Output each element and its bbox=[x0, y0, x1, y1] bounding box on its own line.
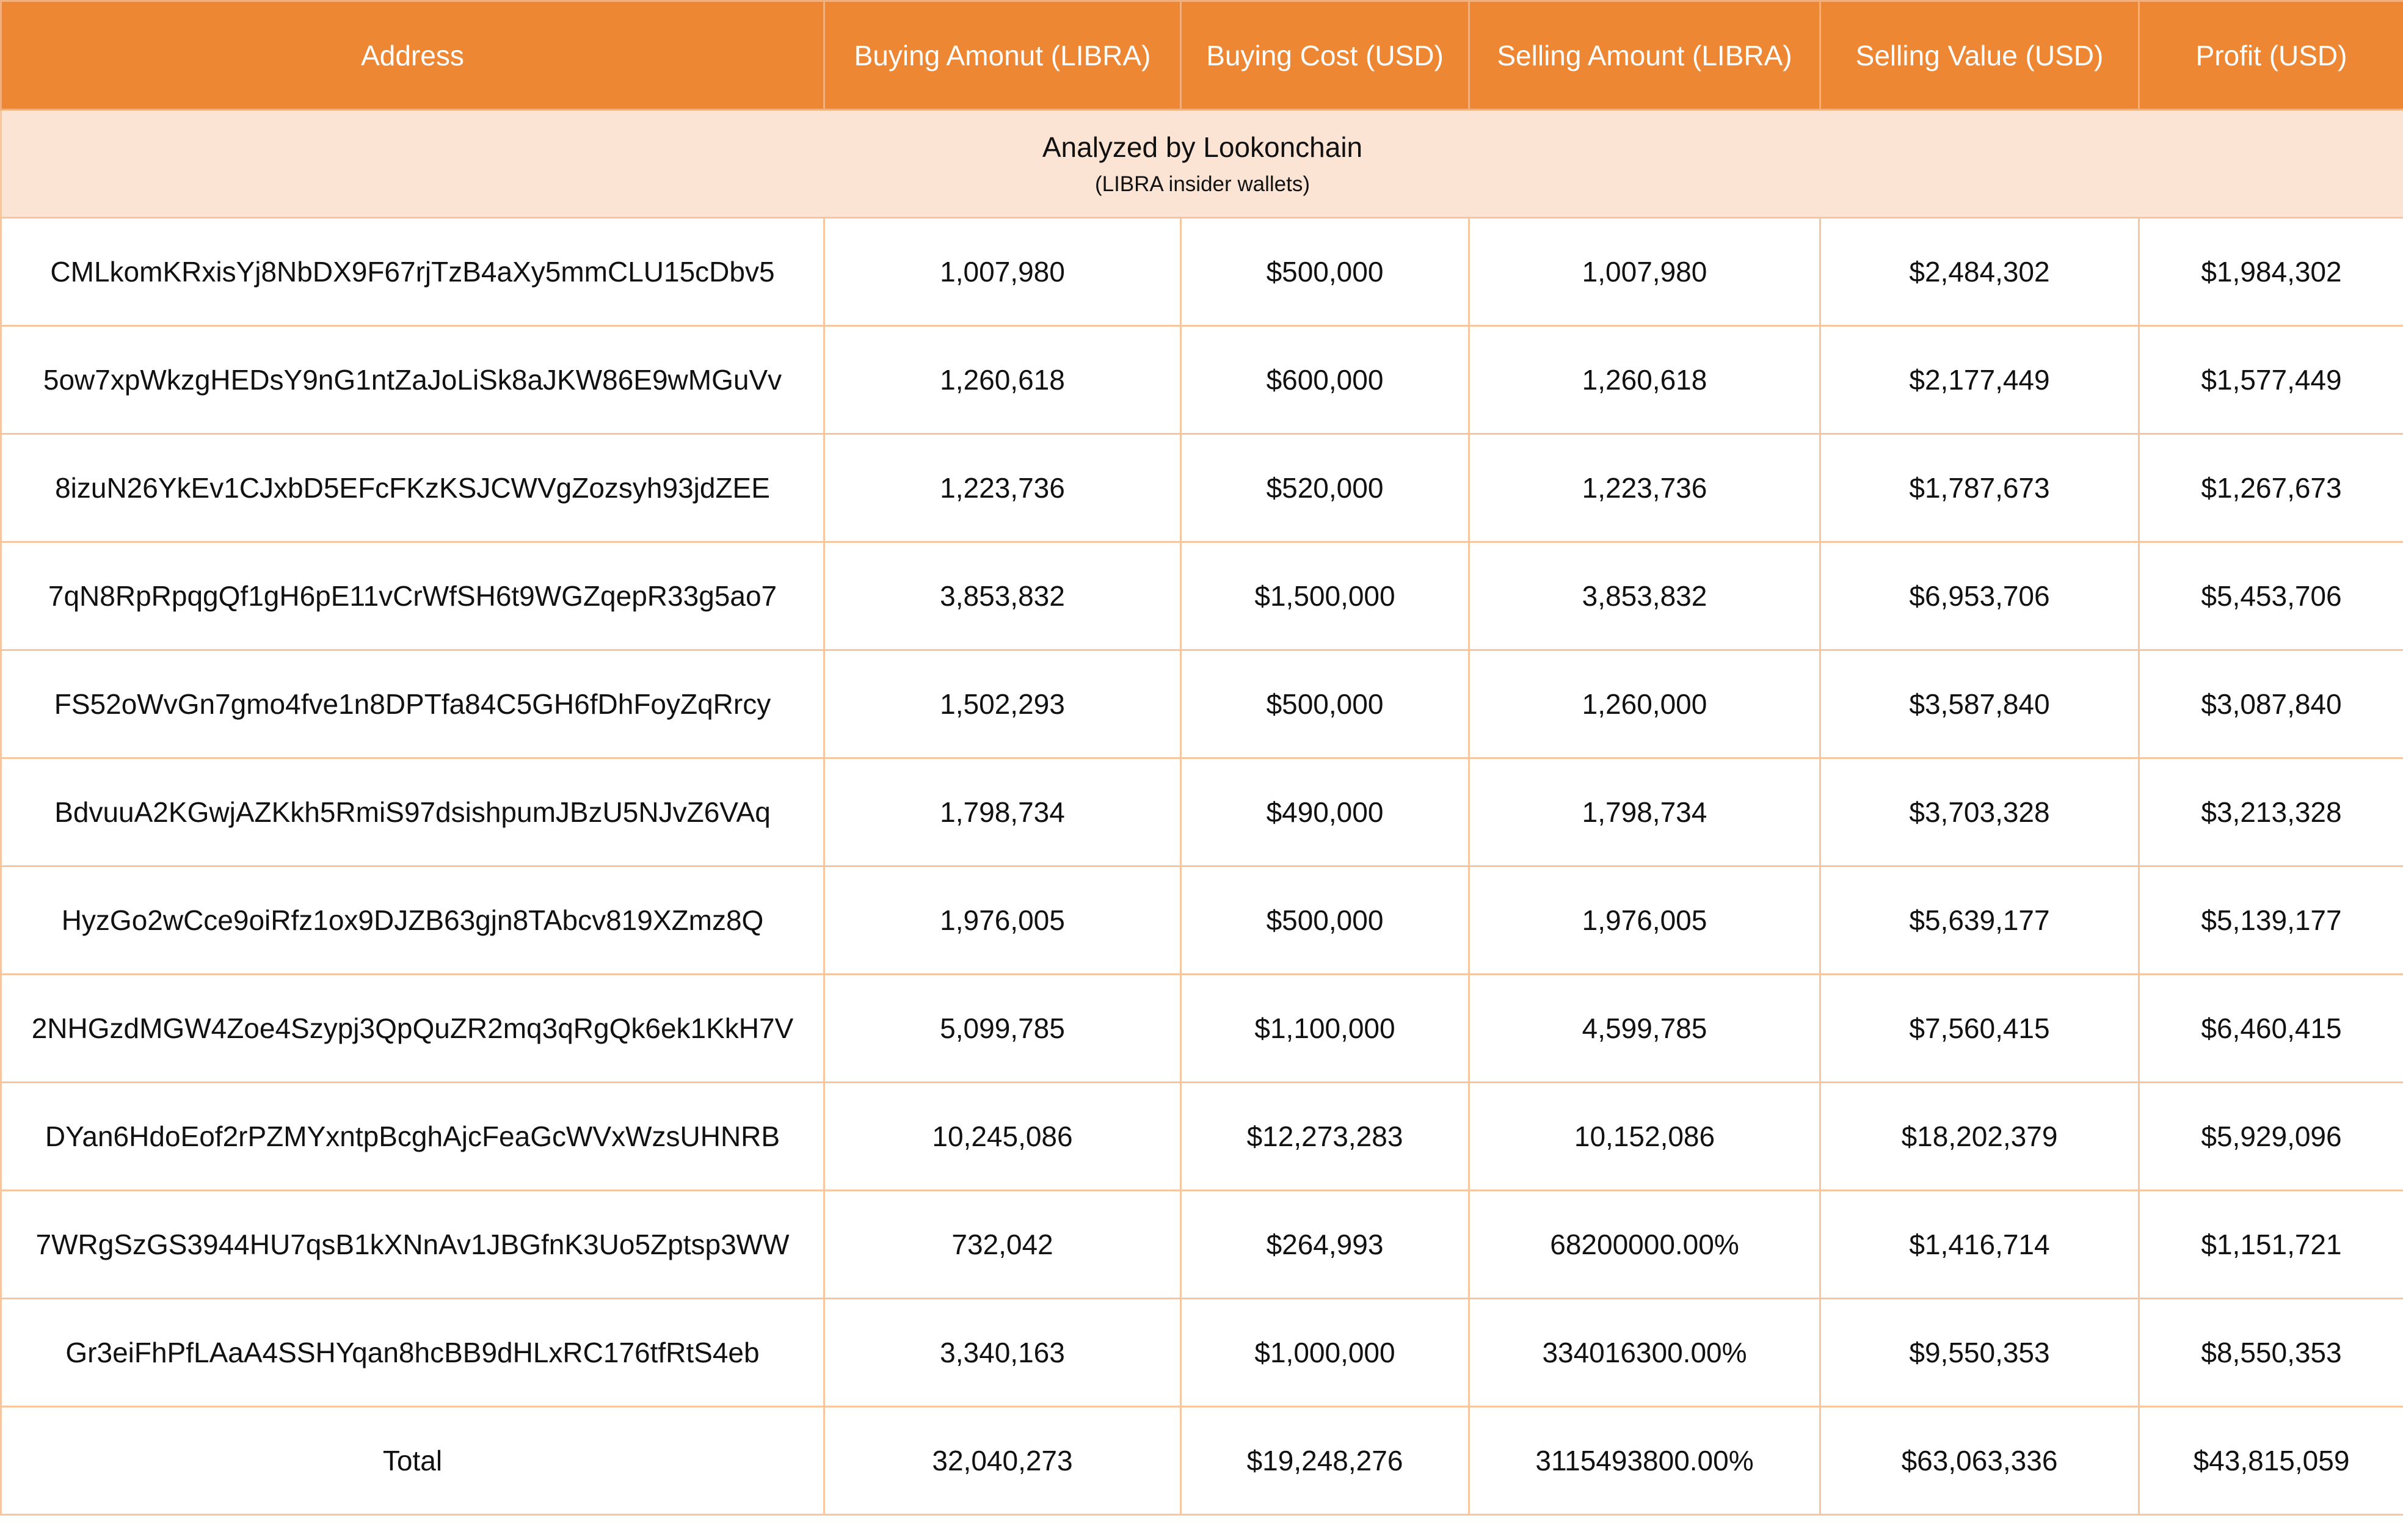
data-row: 2NHGzdMGW4Zoe4Szypj3QpQuZR2mq3qRgQk6ek1K… bbox=[0, 973, 2403, 1083]
value-cell: 3,853,832 bbox=[823, 541, 1182, 651]
value-cell: $520,000 bbox=[1180, 433, 1470, 543]
value-cell: $1,267,673 bbox=[2138, 433, 2403, 543]
value-cell: $2,177,449 bbox=[1819, 325, 2140, 435]
value-cell: $18,202,379 bbox=[1819, 1081, 2140, 1191]
value-cell: 1,007,980 bbox=[1468, 217, 1821, 327]
value-cell: $5,639,177 bbox=[1819, 865, 2140, 975]
value-cell: $6,460,415 bbox=[2138, 973, 2403, 1083]
address-cell: 7qN8RpRpqgQf1gH6pE11vCrWfSH6t9WGZqepR33g… bbox=[0, 541, 825, 651]
address-cell: 5ow7xpWkzgHEDsY9nG1ntZaJoLiSk8aJKW86E9wM… bbox=[0, 325, 825, 435]
data-row: 7qN8RpRpqgQf1gH6pE11vCrWfSH6t9WGZqepR33g… bbox=[0, 541, 2403, 651]
value-cell: 1,502,293 bbox=[823, 649, 1182, 759]
address-cell: CMLkomKRxisYj8NbDX9F67rjTzB4aXy5mmCLU15c… bbox=[0, 217, 825, 327]
value-cell: $8,550,353 bbox=[2138, 1298, 2403, 1407]
column-header: Buying Amonut (LIBRA) bbox=[823, 0, 1182, 111]
value-cell: 1,260,000 bbox=[1468, 649, 1821, 759]
value-cell: 68200000.00% bbox=[1468, 1190, 1821, 1299]
value-cell: $5,453,706 bbox=[2138, 541, 2403, 651]
value-cell: 3115493800.00% bbox=[1468, 1406, 1821, 1516]
value-cell: $63,063,336 bbox=[1819, 1406, 2140, 1516]
value-cell: $500,000 bbox=[1180, 865, 1470, 975]
value-cell: $3,213,328 bbox=[2138, 757, 2403, 867]
value-cell: 1,260,618 bbox=[1468, 325, 1821, 435]
column-header: Selling Amount (LIBRA) bbox=[1468, 0, 1821, 111]
value-cell: 1,976,005 bbox=[1468, 865, 1821, 975]
value-cell: 1,007,980 bbox=[823, 217, 1182, 327]
value-cell: $1,577,449 bbox=[2138, 325, 2403, 435]
subheader-cell: Analyzed by Lookonchain (LIBRA insider w… bbox=[0, 109, 2403, 219]
column-header: Buying Cost (USD) bbox=[1180, 0, 1470, 111]
value-cell: 732,042 bbox=[823, 1190, 1182, 1299]
address-cell: Total bbox=[0, 1406, 825, 1516]
value-cell: $3,087,840 bbox=[2138, 649, 2403, 759]
subheader-title: Analyzed by Lookonchain bbox=[1042, 131, 1363, 163]
total-row: Total 32,040,273 $19,248,276 3115493800.00%… bbox=[0, 1406, 2403, 1516]
value-cell: 5,099,785 bbox=[823, 973, 1182, 1083]
value-cell: $6,953,706 bbox=[1819, 541, 2140, 651]
value-cell: $500,000 bbox=[1180, 217, 1470, 327]
address-cell: Gr3eiFhPfLAaA4SSHYqan8hcBB9dHLxRC176tfRt… bbox=[0, 1298, 825, 1407]
value-cell: $43,815,059 bbox=[2138, 1406, 2403, 1516]
value-cell: 3,853,832 bbox=[1468, 541, 1821, 651]
value-cell: 1,976,005 bbox=[823, 865, 1182, 975]
data-row: 8izuN26YkEv1CJxbD5EFcFKzKSJCWVgZozsyh93j… bbox=[0, 433, 2403, 543]
data-row: 7WRgSzGS3944HU7qsB1kXNnAv1JBGfnK3Uo5Zpts… bbox=[0, 1190, 2403, 1299]
value-cell: $3,703,328 bbox=[1819, 757, 2140, 867]
value-cell: 4,599,785 bbox=[1468, 973, 1821, 1083]
value-cell: $5,139,177 bbox=[2138, 865, 2403, 975]
value-cell: $19,248,276 bbox=[1180, 1406, 1470, 1516]
value-cell: $490,000 bbox=[1180, 757, 1470, 867]
data-row: DYan6HdoEof2rPZMYxntpBcghAjcFeaGcWVxWzsU… bbox=[0, 1081, 2403, 1191]
data-row: BdvuuA2KGwjAZKkh5RmiS97dsishpumJBzU5NJvZ… bbox=[0, 757, 2403, 867]
address-cell: HyzGo2wCce9oiRfz1ox9DJZB63gjn8TAbcv819XZ… bbox=[0, 865, 825, 975]
data-row: HyzGo2wCce9oiRfz1ox9DJZB63gjn8TAbcv819XZ… bbox=[0, 865, 2403, 975]
value-cell: 1,798,734 bbox=[823, 757, 1182, 867]
value-cell: $1,416,714 bbox=[1819, 1190, 2140, 1299]
value-cell: $2,484,302 bbox=[1819, 217, 2140, 327]
value-cell: 1,223,736 bbox=[1468, 433, 1821, 543]
value-cell: $9,550,353 bbox=[1819, 1298, 2140, 1407]
value-cell: $7,560,415 bbox=[1819, 973, 2140, 1083]
value-cell: $1,984,302 bbox=[2138, 217, 2403, 327]
value-cell: $1,100,000 bbox=[1180, 973, 1470, 1083]
address-cell: 7WRgSzGS3944HU7qsB1kXNnAv1JBGfnK3Uo5Zpts… bbox=[0, 1190, 825, 1299]
column-header: Selling Value (USD) bbox=[1819, 0, 2140, 111]
address-cell: FS52oWvGn7gmo4fve1n8DPTfa84C5GH6fDhFoyZq… bbox=[0, 649, 825, 759]
value-cell: $1,500,000 bbox=[1180, 541, 1470, 651]
value-cell: $3,587,840 bbox=[1819, 649, 2140, 759]
value-cell: $5,929,096 bbox=[2138, 1081, 2403, 1191]
data-row: CMLkomKRxisYj8NbDX9F67rjTzB4aXy5mmCLU15c… bbox=[0, 217, 2403, 327]
value-cell: 10,245,086 bbox=[823, 1081, 1182, 1191]
header-row: Address Buying Amonut (LIBRA) Buying Cost … bbox=[0, 0, 2403, 111]
value-cell: $12,273,283 bbox=[1180, 1081, 1470, 1191]
value-cell: 1,223,736 bbox=[823, 433, 1182, 543]
value-cell: 10,152,086 bbox=[1468, 1081, 1821, 1191]
value-cell: 32,040,273 bbox=[823, 1406, 1182, 1516]
address-cell: 2NHGzdMGW4Zoe4Szypj3QpQuZR2mq3qRgQk6ek1K… bbox=[0, 973, 825, 1083]
address-cell: BdvuuA2KGwjAZKkh5RmiS97dsishpumJBzU5NJvZ… bbox=[0, 757, 825, 867]
value-cell: $1,151,721 bbox=[2138, 1190, 2403, 1299]
value-cell: $1,000,000 bbox=[1180, 1298, 1470, 1407]
data-row: 5ow7xpWkzgHEDsY9nG1ntZaJoLiSk8aJKW86E9wM… bbox=[0, 325, 2403, 435]
value-cell: $600,000 bbox=[1180, 325, 1470, 435]
subheader-row: Analyzed by Lookonchain (LIBRA insider w… bbox=[0, 109, 2403, 219]
table-header: Address Buying Amonut (LIBRA) Buying Cost … bbox=[0, 0, 2403, 111]
subheader-note: (LIBRA insider wallets) bbox=[1094, 172, 1311, 196]
data-row: Gr3eiFhPfLAaA4SSHYqan8hcBB9dHLxRC176tfRt… bbox=[0, 1298, 2403, 1407]
value-cell: 1,260,618 bbox=[823, 325, 1182, 435]
column-header: Profit (USD) bbox=[2138, 0, 2403, 111]
table-body: Analyzed by Lookonchain (LIBRA insider w… bbox=[0, 109, 2403, 1516]
value-cell: 3,340,163 bbox=[823, 1298, 1182, 1407]
value-cell: $500,000 bbox=[1180, 649, 1470, 759]
data-row: FS52oWvGn7gmo4fve1n8DPTfa84C5GH6fDhFoyZq… bbox=[0, 649, 2403, 759]
address-cell: 8izuN26YkEv1CJxbD5EFcFKzKSJCWVgZozsyh93j… bbox=[0, 433, 825, 543]
address-cell: DYan6HdoEof2rPZMYxntpBcghAjcFeaGcWVxWzsU… bbox=[0, 1081, 825, 1191]
value-cell: $264,993 bbox=[1180, 1190, 1470, 1299]
value-cell: $1,787,673 bbox=[1819, 433, 2140, 543]
value-cell: 1,798,734 bbox=[1468, 757, 1821, 867]
column-header: Address bbox=[0, 0, 825, 111]
value-cell: 334016300.00% bbox=[1468, 1298, 1821, 1407]
